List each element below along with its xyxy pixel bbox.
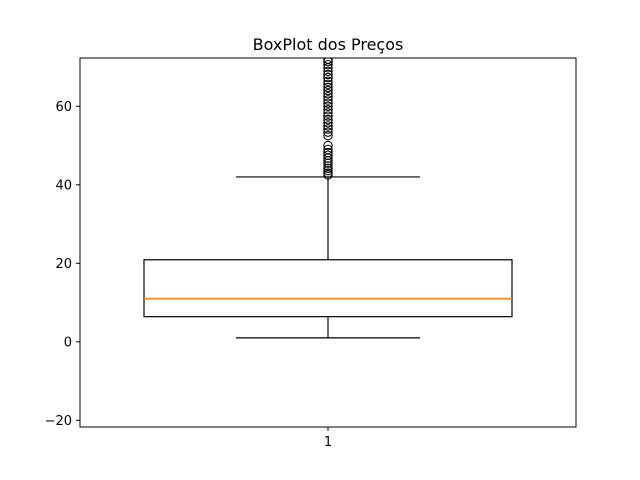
outlier-point	[323, 69, 333, 80]
iqr-box	[143, 259, 513, 318]
outlier-point	[323, 66, 333, 77]
outlier-point	[323, 101, 333, 111]
y-tick-label: −20	[45, 414, 72, 429]
outlier-point	[323, 72, 333, 83]
x-tick-label: 1	[324, 435, 332, 450]
outlier-point	[323, 85, 333, 96]
plot-area	[143, 58, 513, 339]
outlier-point	[323, 140, 333, 151]
outlier-point	[323, 165, 333, 176]
outlier-point	[323, 168, 333, 178]
outlier-point	[323, 89, 333, 99]
outlier-point	[323, 108, 333, 118]
outlier-point	[323, 76, 333, 86]
y-tick-label: 60	[55, 100, 72, 115]
outlier-point	[323, 127, 333, 137]
axes: −20 0 20 40 60 1	[45, 57, 577, 450]
outlier-point	[323, 95, 333, 105]
outlier-point	[323, 147, 333, 158]
outlier-point	[323, 105, 333, 115]
chart-title: BoxPlot dos Preços	[253, 35, 404, 54]
outlier-point	[323, 163, 333, 174]
outlier-point	[323, 79, 333, 90]
outlier-point	[323, 131, 333, 141]
outlier-point	[323, 98, 333, 108]
y-tick-label: 0	[64, 335, 72, 350]
outlier-point	[323, 59, 333, 70]
outlier-point	[323, 58, 333, 67]
outlier-point	[323, 121, 333, 131]
outlier-point	[323, 82, 333, 93]
outlier-point	[323, 118, 333, 128]
outlier-point	[323, 58, 333, 64]
outlier-point	[323, 114, 333, 125]
outlier-point	[323, 161, 333, 171]
outlier-point	[323, 150, 333, 161]
outlier-point	[323, 124, 333, 134]
outlier-point	[323, 158, 333, 168]
outlier-point	[323, 144, 333, 155]
y-tick-label: 40	[55, 178, 72, 193]
outlier-point	[323, 92, 333, 102]
y-tick-label: 20	[55, 257, 72, 272]
outlier-point	[323, 111, 333, 121]
